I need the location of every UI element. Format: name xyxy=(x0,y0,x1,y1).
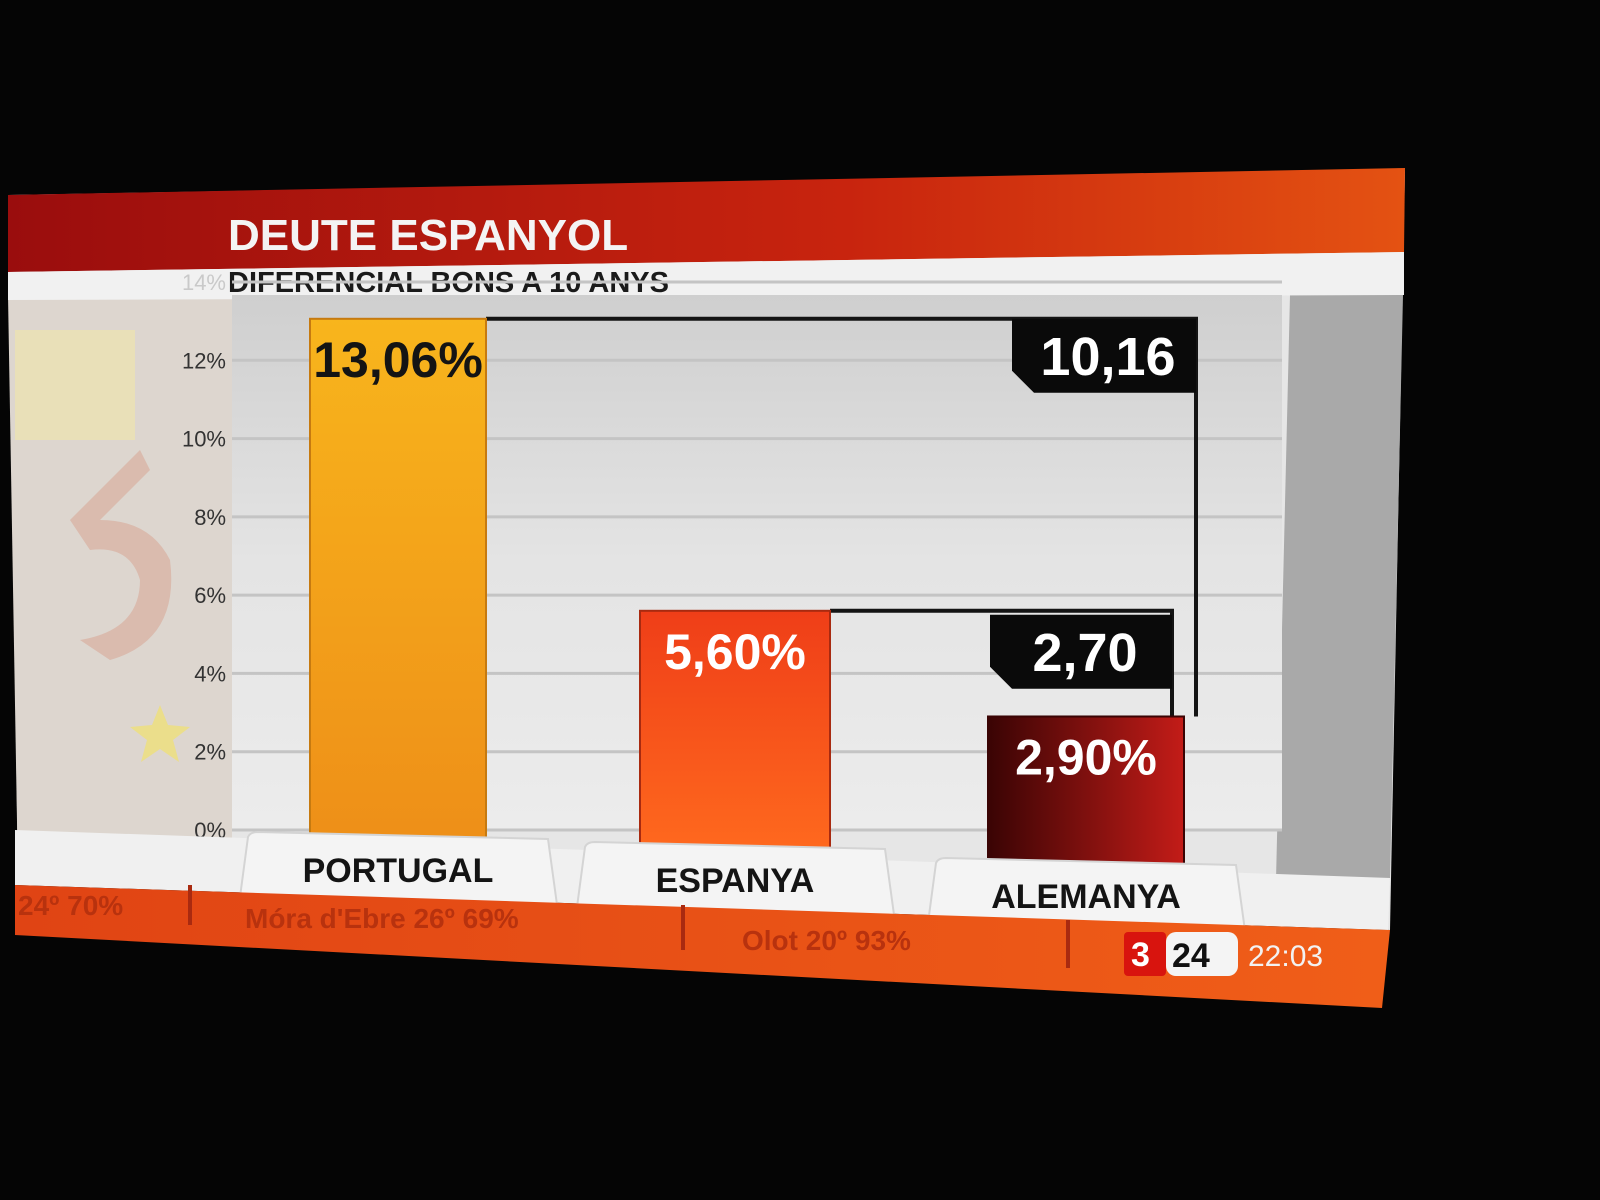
bar-alemanya xyxy=(987,715,1185,871)
channel-logo-red xyxy=(1124,932,1166,976)
banknote-digit-decoration xyxy=(70,450,172,660)
category-label-espanya: ESPANYA xyxy=(656,862,815,900)
y-tick-label: 4% xyxy=(194,661,226,686)
channel-logo-3: 3 xyxy=(1131,936,1150,974)
value-labels: 13,06% 5,60% 2,90% 10,16 2,70 xyxy=(313,318,1196,785)
category-tab xyxy=(573,840,897,923)
bar-value-label: 13,06% xyxy=(313,332,483,388)
bar-value-label: 5,60% xyxy=(664,624,806,680)
category-label-alemanya: ALEMANYA xyxy=(991,878,1181,916)
header-band xyxy=(8,168,1405,272)
differential-box xyxy=(1012,318,1196,393)
y-tick-label: 8% xyxy=(194,505,226,530)
y-tick-label: 10% xyxy=(182,427,226,452)
differential-box xyxy=(990,614,1172,689)
channel-logo-24: 24 xyxy=(1172,937,1210,975)
differential-bracket-line xyxy=(486,316,1198,717)
chart-title: DEUTE ESPANYOL xyxy=(228,211,628,260)
ticker-band xyxy=(15,885,1390,1008)
banknote-star-decoration xyxy=(130,705,190,762)
bars xyxy=(309,317,1185,871)
right-edge-panel xyxy=(1276,295,1403,880)
y-tick-label: 2% xyxy=(194,740,226,765)
y-tick-label: 12% xyxy=(182,348,226,373)
category-tab xyxy=(236,830,560,913)
banknote-gold-decoration xyxy=(15,330,135,440)
ticker-item: 24º 70% xyxy=(18,890,123,921)
channel-logo-white xyxy=(1166,932,1238,976)
bar-value-label: 2,90% xyxy=(1015,729,1157,785)
category-label-portugal: PORTUGAL xyxy=(303,852,494,890)
subtitle-band xyxy=(8,252,1404,300)
bar-portugal xyxy=(309,317,487,843)
ticker-item: Móra d'Ebre 26º 69% xyxy=(245,903,519,934)
y-tick-label: 14% xyxy=(182,270,226,295)
ticker-item: Olot 20º 93% xyxy=(742,925,911,956)
bar-espanya xyxy=(639,609,831,859)
clock-time: 22:03 xyxy=(1248,940,1323,973)
y-tick-label: 6% xyxy=(194,583,226,608)
differential-label: 2,70 xyxy=(1032,623,1137,683)
differential-label: 10,16 xyxy=(1040,327,1175,387)
